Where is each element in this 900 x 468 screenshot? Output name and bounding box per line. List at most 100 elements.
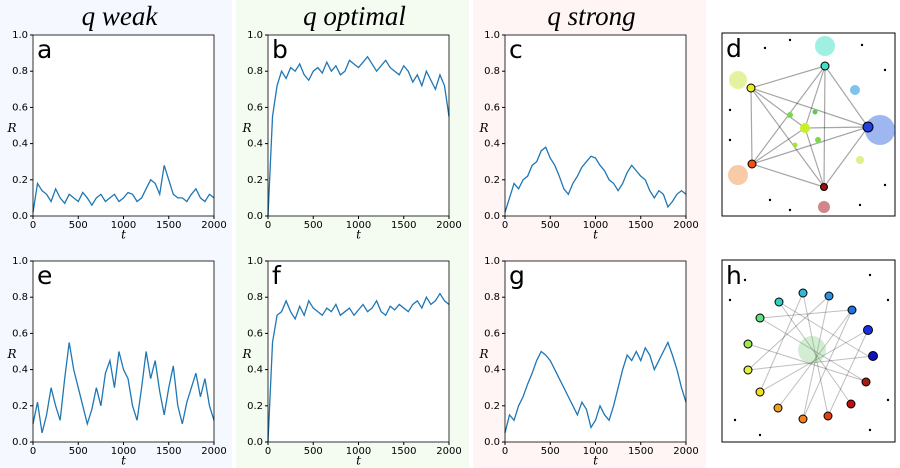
chart-title: q strong — [547, 1, 635, 31]
y-tick-label: 0.6 — [12, 102, 28, 113]
data-line — [32, 342, 215, 434]
x-axis-label: t — [121, 228, 126, 242]
y-tick-label: 1.0 — [247, 30, 263, 41]
y-tick-label: 0.8 — [12, 292, 28, 303]
y-tick-label: 0.6 — [484, 328, 500, 339]
x-tick-label: 1500 — [156, 446, 181, 457]
diagram-frame — [721, 259, 896, 443]
x-axis-label: t — [356, 454, 361, 468]
y-axis-label: R — [6, 121, 16, 135]
y-tick-label: 0.6 — [484, 102, 500, 113]
y-tick-label: 0.4 — [12, 139, 28, 150]
y-tick-label: 0.2 — [247, 175, 263, 186]
panel-label: g — [509, 261, 525, 290]
y-tick-label: 0.2 — [484, 401, 500, 412]
chart: 0.0 0.2 0.4 0.6 0.8 1.0 0 500 1000 1500 2000 t Rq we… — [6, 1, 226, 241]
chart-title: q optimal — [303, 1, 406, 31]
panel-label: e — [37, 261, 52, 290]
chart: 0.0 0.2 0.4 0.6 0.8 1.0 0 500 1000 1500 2000 t Rq st… — [478, 1, 698, 241]
plot-area — [33, 261, 214, 442]
x-axis-label: t — [593, 454, 598, 468]
panel-label: b — [272, 35, 288, 64]
data-line — [32, 165, 215, 213]
y-tick-label: 0.6 — [247, 102, 263, 113]
x-tick-label: 1000 — [583, 446, 608, 457]
x-tick-label: 2000 — [436, 220, 461, 231]
y-tick-label: 0.2 — [484, 175, 500, 186]
chart: 0.0 0.2 0.4 0.6 0.8 1.0 0 500 1000 1500 2000 t Rg — [478, 256, 698, 468]
y-tick-label: 0.4 — [484, 139, 500, 150]
x-axis-label: t — [356, 228, 361, 242]
x-tick-label: 0 — [502, 446, 508, 457]
y-tick-label: 0.4 — [247, 139, 263, 150]
network-diagram: d — [721, 32, 896, 217]
x-tick-label: 1000 — [346, 220, 371, 231]
x-tick-label: 500 — [69, 446, 88, 457]
x-tick-label: 500 — [541, 220, 560, 231]
chart: 0.0 0.2 0.4 0.6 0.8 1.0 0 500 1000 1500 2000 t Re — [6, 256, 226, 468]
data-line — [267, 292, 450, 443]
y-tick-label: 0.0 — [12, 437, 28, 448]
data-line — [267, 55, 450, 217]
x-tick-label: 500 — [541, 446, 560, 457]
x-tick-label: 0 — [265, 220, 271, 231]
y-axis-label: R — [241, 347, 251, 361]
panel-label: h — [726, 261, 742, 290]
plot-area — [33, 35, 214, 216]
y-axis-label: R — [478, 347, 488, 361]
y-tick-label: 0.2 — [247, 401, 263, 412]
y-axis-label: R — [6, 347, 16, 361]
chart-title: q weak — [82, 1, 159, 31]
panel-label: d — [726, 34, 742, 63]
y-tick-label: 1.0 — [12, 256, 28, 267]
x-axis-label: t — [593, 228, 598, 242]
x-tick-label: 2000 — [436, 446, 461, 457]
x-tick-label: 1500 — [391, 446, 416, 457]
y-tick-label: 0.4 — [484, 365, 500, 376]
plot-area — [268, 35, 449, 216]
x-tick-label: 2000 — [673, 446, 698, 457]
chart: 0.0 0.2 0.4 0.6 0.8 1.0 0 500 1000 1500 2000 t Rf — [241, 256, 461, 468]
y-tick-label: 0.8 — [484, 66, 500, 77]
panel-label: a — [37, 35, 52, 64]
y-tick-label: 0.0 — [12, 211, 28, 222]
x-tick-label: 0 — [502, 220, 508, 231]
y-tick-label: 1.0 — [12, 30, 28, 41]
x-tick-label: 1000 — [346, 446, 371, 457]
x-tick-label: 0 — [30, 220, 36, 231]
y-tick-label: 0.2 — [12, 175, 28, 186]
x-tick-label: 2000 — [201, 446, 226, 457]
x-tick-label: 1000 — [111, 446, 136, 457]
y-tick-label: 0.6 — [247, 328, 263, 339]
x-tick-label: 500 — [69, 220, 88, 231]
y-tick-label: 1.0 — [484, 256, 500, 267]
y-tick-label: 0.0 — [484, 211, 500, 222]
y-tick-label: 0.2 — [12, 401, 28, 412]
x-tick-label: 1500 — [156, 220, 181, 231]
y-tick-label: 0.6 — [12, 328, 28, 339]
panel-label: c — [509, 35, 523, 64]
y-tick-label: 0.8 — [247, 292, 263, 303]
x-tick-label: 0 — [30, 446, 36, 457]
x-tick-label: 500 — [304, 446, 323, 457]
data-line — [504, 340, 687, 434]
panel-label: f — [272, 261, 282, 290]
x-tick-label: 1000 — [111, 220, 136, 231]
y-tick-label: 0.8 — [247, 66, 263, 77]
x-tick-label: 500 — [304, 220, 323, 231]
y-tick-label: 0.0 — [247, 437, 263, 448]
y-tick-label: 0.0 — [484, 437, 500, 448]
x-tick-label: 2000 — [673, 220, 698, 231]
x-tick-label: 1500 — [391, 220, 416, 231]
data-line — [504, 146, 687, 213]
network-diagram: h — [721, 259, 896, 443]
x-tick-label: 1000 — [583, 220, 608, 231]
chart: 0.0 0.2 0.4 0.6 0.8 1.0 0 500 1000 1500 2000 t Rq op… — [241, 1, 461, 241]
y-tick-label: 0.8 — [484, 292, 500, 303]
x-tick-label: 1500 — [628, 220, 653, 231]
plot-area — [505, 35, 686, 216]
plot-area — [268, 261, 449, 442]
plot-area — [505, 261, 686, 442]
y-tick-label: 1.0 — [247, 256, 263, 267]
